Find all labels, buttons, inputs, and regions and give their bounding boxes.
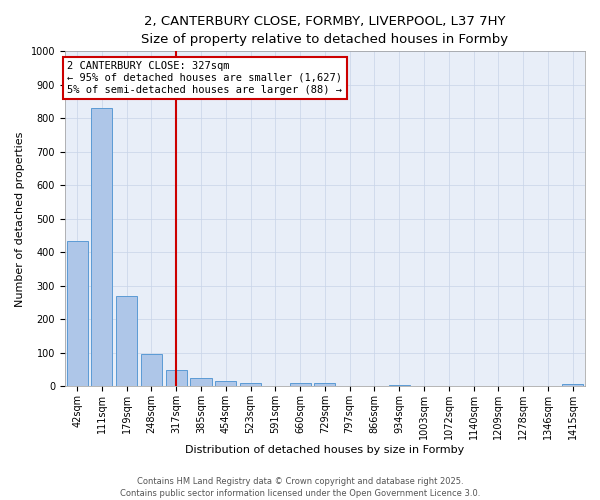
Bar (389, 384, 410, 386)
Text: Contains HM Land Registry data © Crown copyright and database right 2025.
Contai: Contains HM Land Registry data © Crown c… (120, 476, 480, 498)
Bar (141, 354, 162, 386)
Bar (314, 383, 335, 386)
Y-axis label: Number of detached properties: Number of detached properties (15, 131, 25, 306)
Bar (116, 296, 137, 386)
Bar (240, 383, 261, 386)
X-axis label: Distribution of detached houses by size in Formby: Distribution of detached houses by size … (185, 445, 464, 455)
Title: 2, CANTERBURY CLOSE, FORMBY, LIVERPOOL, L37 7HY
Size of property relative to det: 2, CANTERBURY CLOSE, FORMBY, LIVERPOOL, … (142, 15, 508, 46)
Text: 2 CANTERBURY CLOSE: 327sqm
← 95% of detached houses are smaller (1,627)
5% of se: 2 CANTERBURY CLOSE: 327sqm ← 95% of deta… (67, 62, 343, 94)
Bar (215, 382, 236, 386)
Bar (67, 240, 88, 386)
Bar (562, 384, 583, 386)
Bar (190, 378, 212, 386)
Bar (166, 370, 187, 386)
Bar (91, 108, 112, 386)
Bar (290, 383, 311, 386)
